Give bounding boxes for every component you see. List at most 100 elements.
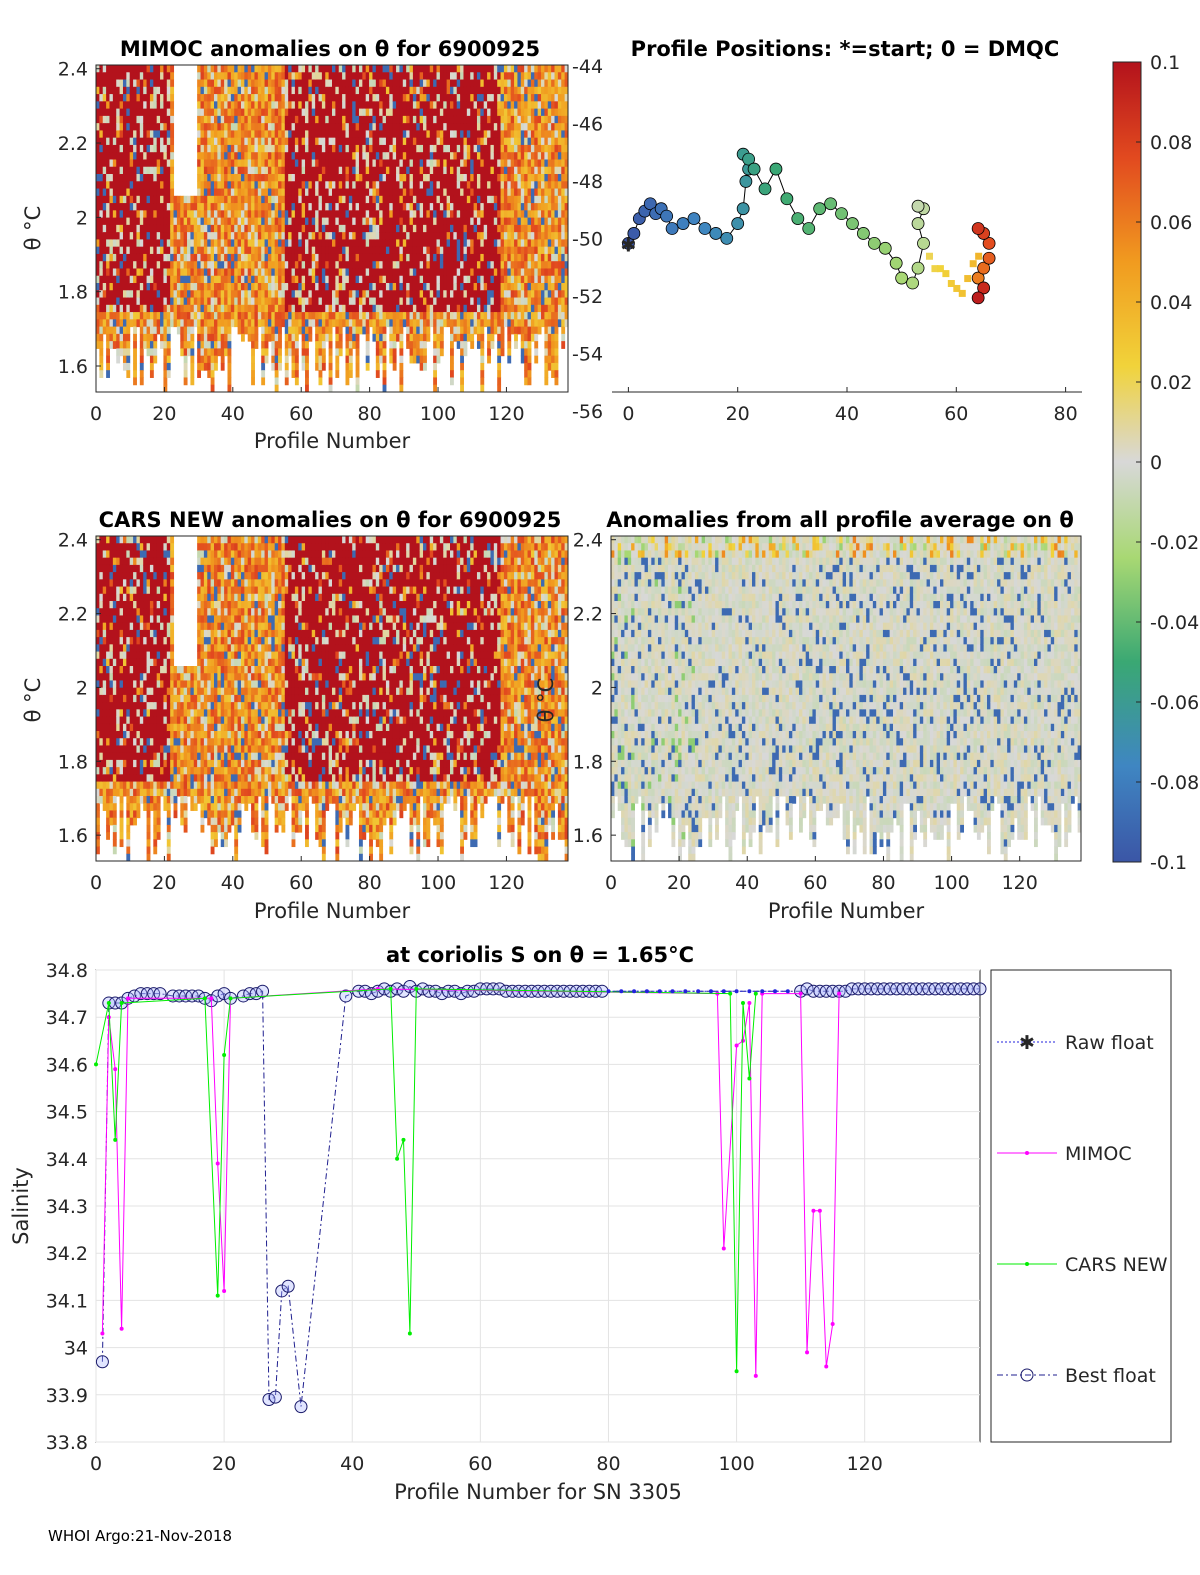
heatmap-cell — [385, 152, 390, 160]
heatmap-cell — [284, 232, 289, 240]
heatmap-cell — [423, 239, 427, 248]
heatmap-cell — [372, 108, 377, 117]
heatmap-cell — [493, 195, 498, 204]
heatmap-cell — [365, 319, 370, 328]
heatmap-cell — [453, 130, 458, 139]
heatmap-cell — [470, 144, 475, 153]
heatmap-cell — [338, 159, 343, 168]
heatmap-cell — [311, 253, 316, 262]
heatmap-cell — [517, 239, 522, 248]
heatmap-cell — [170, 144, 175, 153]
heatmap-cell — [217, 268, 222, 277]
heatmap-cell — [500, 159, 505, 168]
heatmap-cell — [460, 224, 464, 233]
heatmap-cell — [102, 181, 107, 190]
heatmap-cell — [443, 275, 448, 284]
heatmap-cell — [200, 239, 205, 248]
heatmap-cell — [517, 174, 522, 182]
heatmap-cell — [203, 108, 208, 117]
heatmap-cell — [156, 319, 161, 328]
heatmap-cell — [96, 261, 100, 269]
heatmap-cell — [294, 239, 299, 248]
heatmap-cell — [402, 115, 407, 124]
heatmap-cell — [264, 123, 269, 131]
heatmap-cell — [315, 253, 320, 262]
heatmap-cell — [298, 130, 303, 139]
heatmap-cell — [99, 174, 104, 182]
heatmap-cell — [156, 79, 161, 88]
heatmap-cell — [126, 275, 131, 284]
heatmap-cell — [500, 283, 505, 291]
heatmap-cell — [338, 253, 343, 262]
heatmap-cell — [227, 297, 232, 306]
heatmap-cell — [487, 319, 491, 328]
heatmap-cell — [517, 101, 522, 110]
heatmap-cell — [126, 195, 131, 204]
heatmap-cell — [237, 123, 242, 131]
heatmap-cell — [305, 297, 309, 306]
heatmap-cell — [355, 210, 360, 219]
heatmap-cell — [473, 326, 478, 335]
heatmap-cell — [288, 210, 293, 219]
heatmap-cell — [143, 253, 148, 262]
heatmap-cell — [166, 370, 171, 378]
heatmap-cell — [261, 65, 266, 73]
heatmap-cell — [514, 326, 518, 335]
heatmap-cell — [429, 275, 434, 284]
heatmap-cell — [214, 333, 218, 342]
heatmap-cell — [156, 224, 161, 233]
heatmap-cell — [207, 94, 212, 102]
heatmap-cell — [500, 144, 505, 153]
heatmap-cell — [244, 246, 249, 255]
heatmap-cell — [490, 312, 495, 320]
heatmap-cell — [358, 275, 363, 284]
heatmap-cell — [102, 72, 107, 81]
heatmap-cell — [412, 94, 417, 102]
heatmap-cell — [217, 137, 222, 146]
heatmap-cell — [352, 144, 357, 153]
heatmap-cell — [227, 377, 232, 386]
heatmap-cell — [311, 72, 316, 81]
heatmap-cell — [203, 101, 208, 110]
heatmap-cell — [200, 188, 205, 197]
heatmap-cell — [348, 166, 353, 175]
heatmap-cell — [294, 283, 299, 291]
heatmap-cell — [291, 210, 296, 219]
heatmap-cell — [318, 188, 323, 197]
heatmap-cell — [348, 348, 353, 357]
heatmap-cell — [318, 312, 323, 320]
heatmap-cell — [240, 239, 245, 248]
heatmap-cell — [267, 174, 272, 182]
heatmap-cell — [423, 174, 427, 182]
heatmap-cell — [490, 239, 495, 248]
heatmap-cell — [460, 188, 464, 197]
heatmap-cell — [106, 123, 110, 131]
heatmap-cell — [338, 166, 343, 175]
heatmap-cell — [328, 275, 333, 284]
heatmap-cell — [497, 79, 502, 88]
heatmap-cell — [385, 144, 390, 153]
heatmap-cell — [463, 304, 468, 313]
heatmap-cell — [251, 101, 255, 110]
heatmap-cell — [264, 348, 269, 357]
heatmap-cell — [362, 304, 367, 313]
heatmap-cell — [183, 341, 188, 349]
heatmap-cell — [348, 195, 353, 204]
heatmap-cell — [197, 341, 202, 349]
heatmap-cell — [450, 217, 454, 226]
heatmap-cell — [109, 195, 114, 204]
heatmap-cell — [362, 326, 367, 335]
heatmap-cell — [480, 268, 485, 277]
heatmap-cell — [503, 79, 508, 88]
heatmap-cell — [254, 130, 259, 139]
heatmap-cell — [217, 348, 222, 357]
heatmap-cell — [487, 312, 491, 320]
heatmap-cell — [247, 130, 252, 139]
heatmap-cell — [251, 362, 255, 371]
heatmap-cell — [133, 377, 137, 386]
heatmap-cell — [133, 137, 137, 146]
heatmap-cell — [375, 253, 380, 262]
heatmap-cell — [433, 341, 438, 349]
heatmap-cell — [247, 297, 252, 306]
heatmap-cell — [136, 188, 141, 197]
